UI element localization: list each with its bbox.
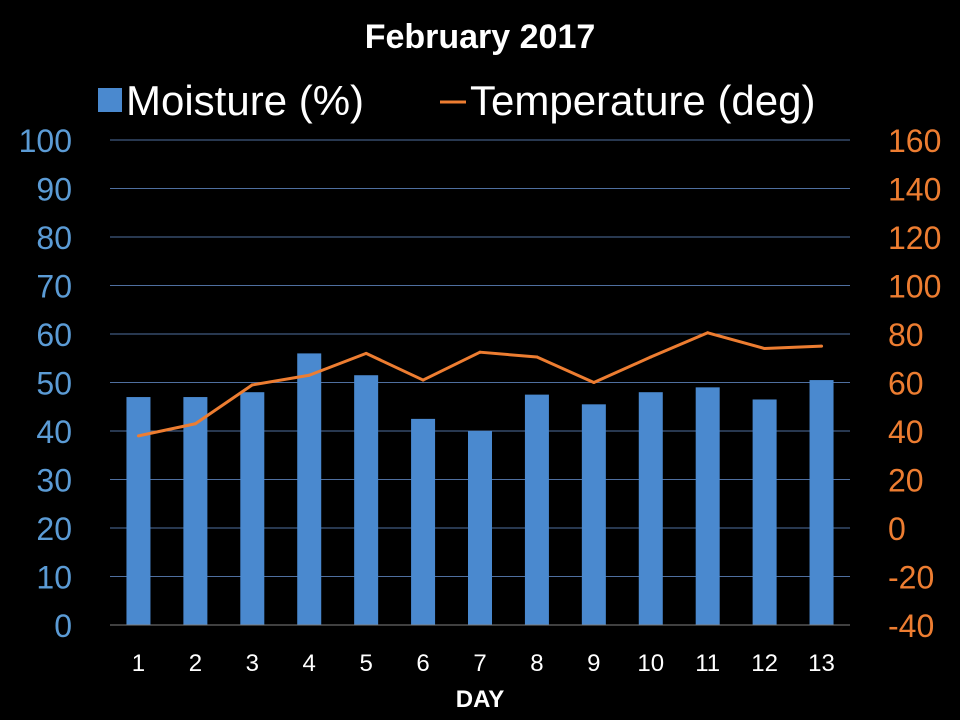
right-axis-tick-label: 80 bbox=[888, 317, 924, 353]
moisture-bar bbox=[468, 431, 492, 625]
left-axis-tick-label: 100 bbox=[19, 123, 72, 159]
moisture-bar bbox=[297, 353, 322, 625]
moisture-bar bbox=[183, 397, 208, 625]
temperature-point bbox=[250, 383, 254, 387]
x-axis-tick-label: 13 bbox=[808, 650, 835, 677]
right-axis-tick-label: -40 bbox=[888, 608, 934, 644]
temperature-point bbox=[364, 351, 368, 355]
left-axis-tick-label: 90 bbox=[36, 172, 72, 208]
legend-label-temperature: Temperature (deg) bbox=[470, 77, 816, 124]
chart-title: February 2017 bbox=[365, 18, 596, 56]
right-axis-ticks: -40 -20 0 20 40 60 80 100 120 140 160 bbox=[888, 123, 941, 644]
right-axis-tick-label: 60 bbox=[888, 366, 924, 402]
moisture-bar bbox=[581, 404, 606, 625]
left-axis-tick-label: 40 bbox=[36, 414, 72, 450]
left-axis-tick-label: 0 bbox=[54, 608, 72, 644]
legend-swatch-moisture bbox=[98, 88, 122, 112]
right-axis-tick-label: 100 bbox=[888, 269, 941, 305]
temperature-point bbox=[478, 350, 482, 354]
x-axis-tick-label: 8 bbox=[530, 650, 543, 677]
moisture-bar bbox=[240, 392, 265, 625]
right-axis-tick-label: 160 bbox=[888, 123, 941, 159]
temperature-point bbox=[706, 331, 710, 335]
x-axis-ticks: 1 2 3 4 5 6 7 8 9 10 11 12 13 bbox=[132, 650, 835, 677]
left-axis-tick-label: 20 bbox=[36, 511, 72, 547]
moisture-bars bbox=[126, 353, 834, 625]
moisture-bar bbox=[638, 392, 663, 625]
left-axis-ticks: 0 10 20 30 40 50 60 70 80 90 100 bbox=[19, 123, 72, 644]
moisture-bar bbox=[126, 397, 151, 625]
left-axis-tick-label: 10 bbox=[36, 560, 72, 596]
left-axis-tick-label: 50 bbox=[36, 366, 72, 402]
right-axis-tick-label: 120 bbox=[888, 220, 941, 256]
x-axis-tick-label: 10 bbox=[637, 650, 664, 677]
right-axis-tick-label: -20 bbox=[888, 560, 934, 596]
temperature-point bbox=[421, 378, 425, 382]
right-axis-tick-label: 40 bbox=[888, 414, 924, 450]
left-axis-tick-label: 60 bbox=[36, 317, 72, 353]
x-axis-tick-label: 5 bbox=[359, 650, 372, 677]
left-axis-tick-label: 80 bbox=[36, 220, 72, 256]
x-axis-tick-label: 3 bbox=[246, 650, 259, 677]
x-axis-label: DAY bbox=[456, 686, 504, 713]
temperature-point bbox=[193, 422, 197, 426]
right-axis-tick-label: 20 bbox=[888, 463, 924, 499]
temperature-point bbox=[763, 347, 767, 351]
left-axis-tick-label: 70 bbox=[36, 269, 72, 305]
left-axis-tick-label: 30 bbox=[36, 463, 72, 499]
x-axis-tick-label: 6 bbox=[416, 650, 429, 677]
moisture-bar bbox=[695, 387, 720, 625]
x-axis-tick-label: 11 bbox=[695, 650, 720, 677]
x-axis-tick-label: 12 bbox=[751, 650, 778, 677]
x-axis-tick-label: 7 bbox=[473, 650, 486, 677]
legend: Moisture (%) Temperature (deg) bbox=[98, 77, 816, 124]
right-axis-tick-label: 0 bbox=[888, 511, 906, 547]
temperature-point bbox=[820, 344, 824, 348]
temperature-point bbox=[136, 434, 140, 438]
moisture-bar bbox=[411, 418, 436, 625]
x-axis-tick-label: 9 bbox=[587, 650, 600, 677]
temperature-point bbox=[535, 355, 539, 359]
moisture-bar bbox=[752, 399, 777, 625]
temperature-line-layer bbox=[136, 331, 824, 438]
moisture-bar bbox=[524, 394, 549, 625]
moisture-bar bbox=[809, 380, 834, 625]
temperature-point bbox=[649, 355, 653, 359]
x-axis-tick-label: 1 bbox=[132, 650, 145, 677]
right-axis-tick-label: 140 bbox=[888, 172, 941, 208]
moisture-bar bbox=[354, 375, 379, 625]
x-axis-tick-label: 4 bbox=[303, 650, 316, 677]
temperature-point bbox=[307, 373, 311, 377]
x-axis-tick-label: 2 bbox=[189, 650, 202, 677]
legend-label-moisture: Moisture (%) bbox=[126, 77, 364, 124]
temperature-point bbox=[592, 381, 596, 384]
